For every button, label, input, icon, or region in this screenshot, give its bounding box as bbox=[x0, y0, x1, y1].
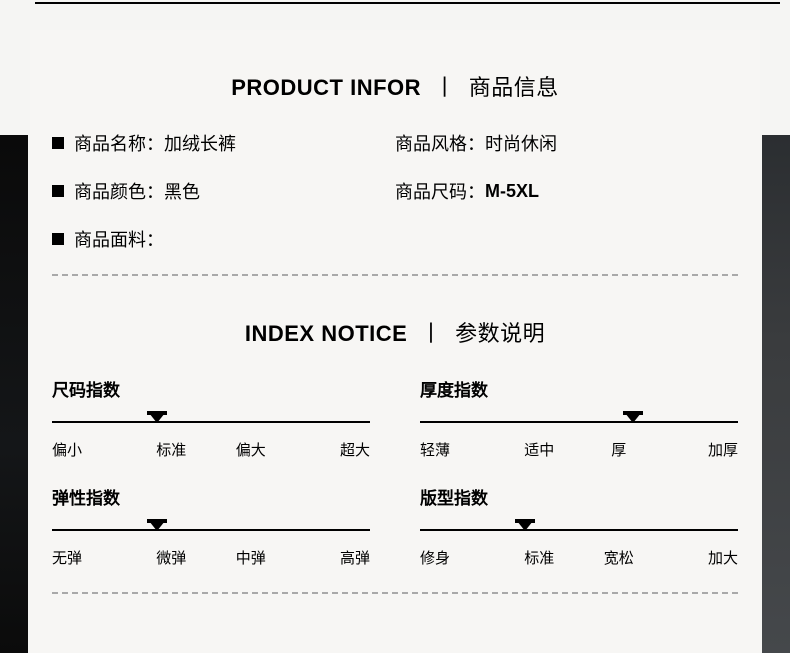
background-strip-left bbox=[0, 135, 28, 653]
index-title: 尺码指数 bbox=[52, 376, 370, 401]
slider-track bbox=[52, 529, 370, 531]
index-label: 适中 bbox=[500, 439, 580, 460]
index-label: 偏小 bbox=[52, 439, 132, 460]
heading-cn: 参数说明 bbox=[455, 321, 545, 346]
info-label: 商品尺码： bbox=[395, 178, 485, 204]
index-label: 高弹 bbox=[291, 547, 371, 568]
slider-track bbox=[420, 421, 738, 423]
index-label: 宽松 bbox=[579, 547, 659, 568]
index-label: 超大 bbox=[291, 439, 371, 460]
index-row-2: 弹性指数 无弹 微弹 中弹 高弹 版型指数 修身 标准 宽松 加大 bbox=[52, 484, 738, 568]
info-card: PRODUCT INFOR 丨 商品信息 商品名称： 加绒长裤 商品风格： 时尚… bbox=[30, 30, 760, 653]
heading-en: INDEX NOTICE bbox=[245, 321, 407, 346]
fit-slider bbox=[420, 519, 738, 541]
bullet-icon bbox=[52, 185, 64, 197]
info-label: 商品名称： bbox=[74, 130, 164, 156]
info-value: M-5XL bbox=[485, 181, 539, 202]
index-row-1: 尺码指数 偏小 标准 偏大 超大 厚度指数 轻薄 适中 厚 加厚 bbox=[52, 376, 738, 460]
bullet-icon bbox=[52, 137, 64, 149]
bullet-icon bbox=[52, 233, 64, 245]
info-row: 商品名称： 加绒长裤 商品风格： 时尚休闲 bbox=[52, 130, 738, 156]
index-label: 轻薄 bbox=[420, 439, 500, 460]
heading-divider: 丨 bbox=[420, 321, 443, 346]
index-label: 修身 bbox=[420, 547, 500, 568]
index-title: 厚度指数 bbox=[420, 376, 738, 401]
index-label: 中弹 bbox=[211, 547, 291, 568]
slider-track bbox=[52, 421, 370, 423]
info-label: 商品面料： bbox=[74, 226, 164, 252]
slider-pointer-icon bbox=[149, 521, 165, 531]
index-label: 加大 bbox=[659, 547, 739, 568]
elasticity-slider bbox=[52, 519, 370, 541]
index-labels: 偏小 标准 偏大 超大 bbox=[52, 439, 370, 460]
info-label: 商品颜色： bbox=[74, 178, 164, 204]
info-label: 商品风格： bbox=[395, 130, 485, 156]
index-label: 标准 bbox=[500, 547, 580, 568]
info-row: 商品颜色： 黑色 商品尺码： M-5XL bbox=[52, 178, 738, 204]
slider-pointer-icon bbox=[625, 413, 641, 423]
index-title: 版型指数 bbox=[420, 484, 738, 509]
info-value: 加绒长裤 bbox=[164, 130, 236, 156]
thickness-index: 厚度指数 轻薄 适中 厚 加厚 bbox=[420, 376, 738, 460]
info-value: 黑色 bbox=[164, 178, 200, 204]
slider-pointer-icon bbox=[517, 521, 533, 531]
heading-divider: 丨 bbox=[434, 75, 457, 100]
size-slider bbox=[52, 411, 370, 433]
index-labels: 无弹 微弹 中弹 高弹 bbox=[52, 547, 370, 568]
fit-index: 版型指数 修身 标准 宽松 加大 bbox=[420, 484, 738, 568]
thickness-slider bbox=[420, 411, 738, 433]
size-index: 尺码指数 偏小 标准 偏大 超大 bbox=[52, 376, 370, 460]
index-notice-heading: INDEX NOTICE 丨 参数说明 bbox=[52, 316, 738, 348]
index-label: 无弹 bbox=[52, 547, 132, 568]
index-label: 加厚 bbox=[659, 439, 739, 460]
info-row: 商品面料： bbox=[52, 226, 738, 252]
index-labels: 轻薄 适中 厚 加厚 bbox=[420, 439, 738, 460]
index-labels: 修身 标准 宽松 加大 bbox=[420, 547, 738, 568]
top-border-line bbox=[35, 2, 780, 4]
product-info-heading: PRODUCT INFOR 丨 商品信息 bbox=[52, 70, 738, 102]
dashed-divider bbox=[52, 274, 738, 276]
slider-pointer-icon bbox=[149, 413, 165, 423]
slider-track bbox=[420, 529, 738, 531]
index-label: 偏大 bbox=[211, 439, 291, 460]
index-label: 标准 bbox=[132, 439, 212, 460]
index-label: 微弹 bbox=[132, 547, 212, 568]
elasticity-index: 弹性指数 无弹 微弹 中弹 高弹 bbox=[52, 484, 370, 568]
info-value: 时尚休闲 bbox=[485, 130, 557, 156]
heading-cn: 商品信息 bbox=[469, 75, 559, 100]
index-title: 弹性指数 bbox=[52, 484, 370, 509]
dashed-divider bbox=[52, 592, 738, 594]
background-strip-right bbox=[762, 135, 790, 653]
index-label: 厚 bbox=[579, 439, 659, 460]
heading-en: PRODUCT INFOR bbox=[231, 75, 421, 100]
